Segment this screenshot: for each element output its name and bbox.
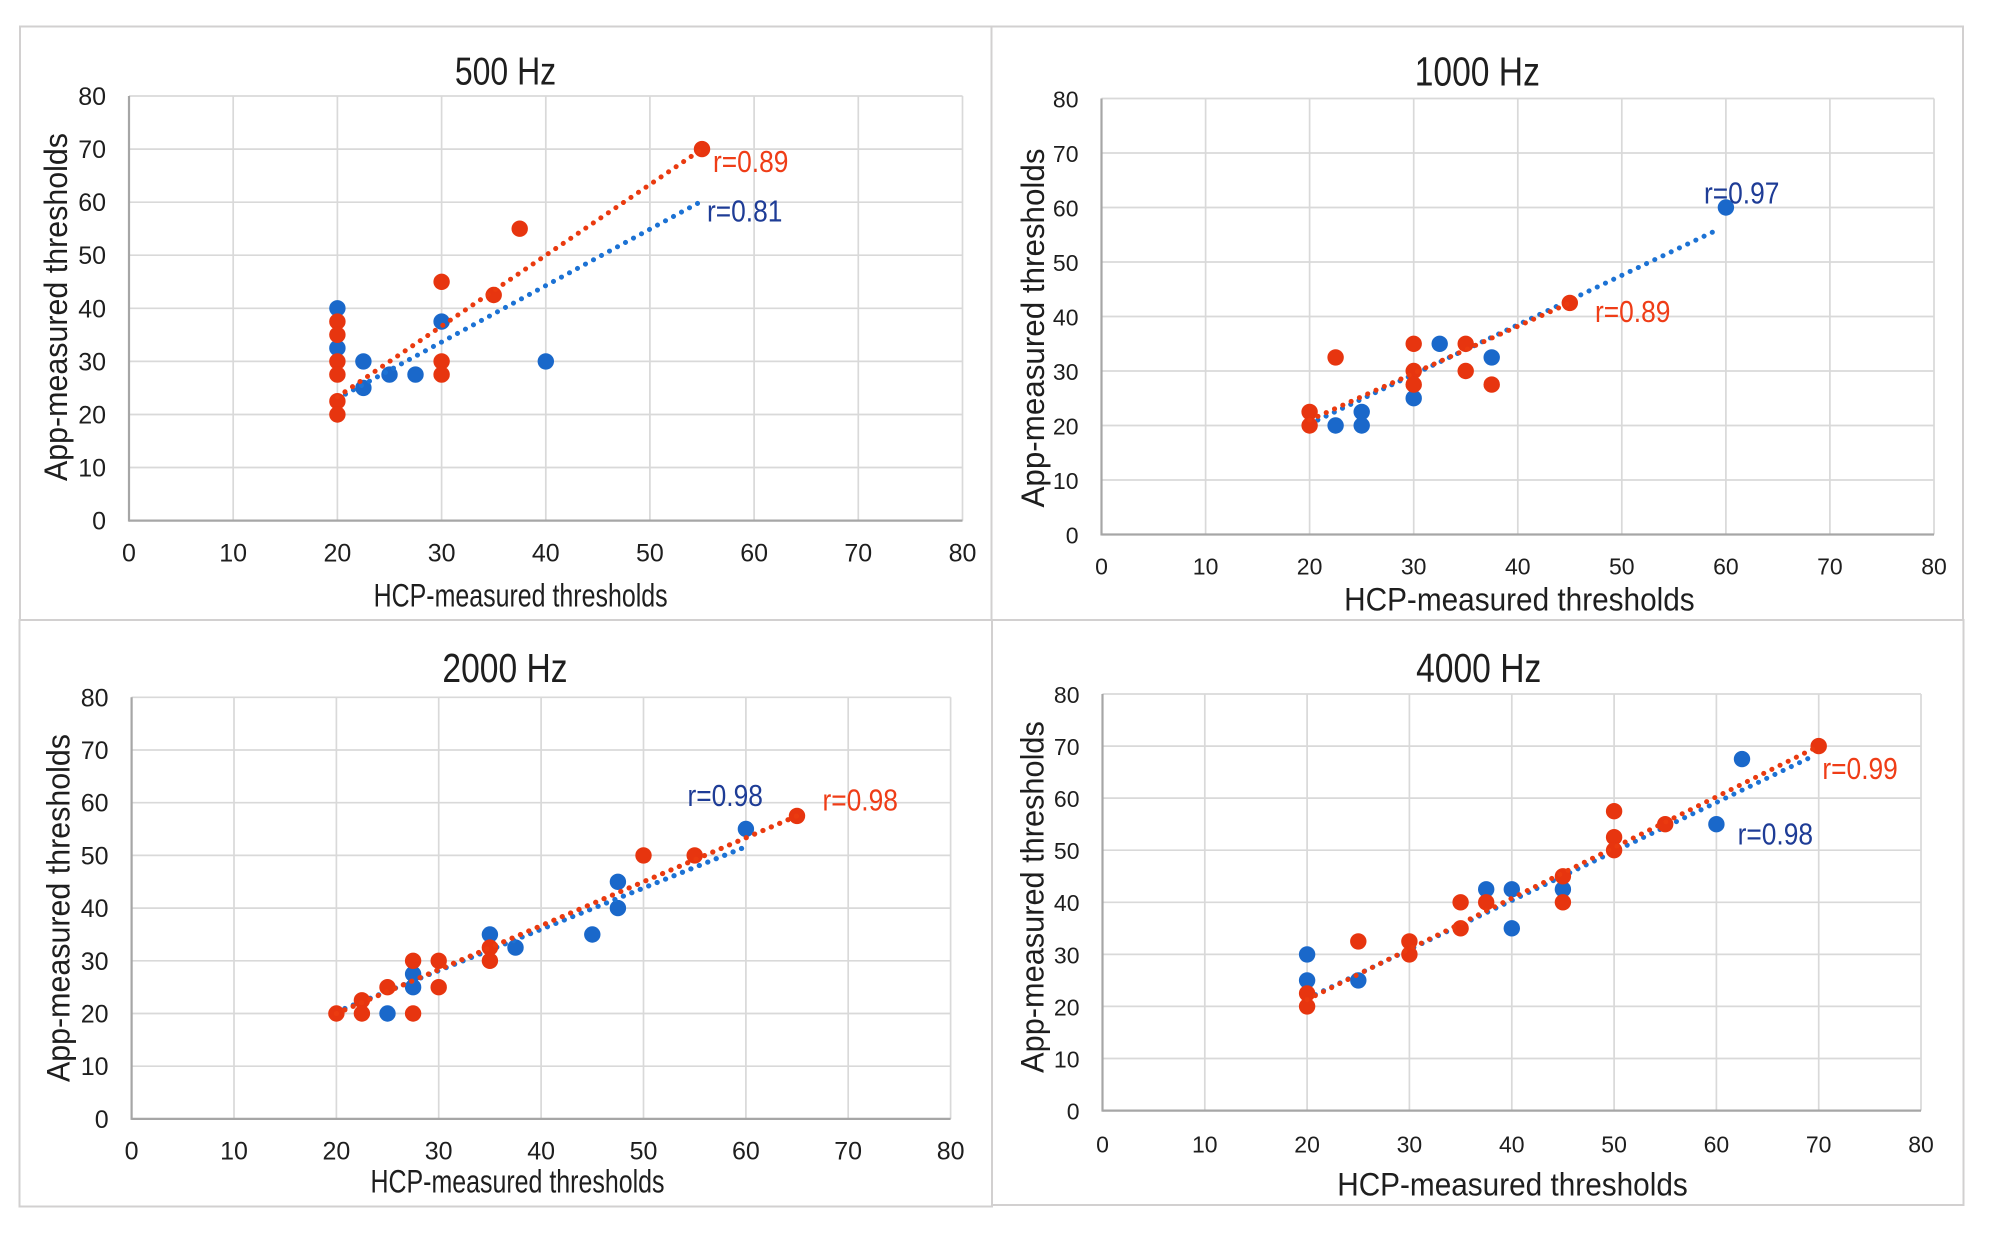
svg-text:70: 70 (1817, 553, 1843, 579)
svg-text:40: 40 (78, 295, 106, 323)
svg-text:60: 60 (1713, 553, 1739, 579)
svg-text:50: 50 (636, 540, 664, 568)
svg-text:60: 60 (1704, 1132, 1730, 1158)
svg-text:70: 70 (81, 737, 109, 765)
svg-text:60: 60 (1053, 195, 1079, 221)
svg-text:20: 20 (78, 402, 106, 430)
svg-text:r=0.99: r=0.99 (1822, 752, 1897, 786)
svg-text:60: 60 (78, 189, 106, 217)
svg-text:20: 20 (322, 1138, 350, 1166)
svg-text:0: 0 (92, 508, 106, 536)
svg-text:70: 70 (78, 136, 106, 164)
svg-text:0: 0 (1066, 522, 1079, 548)
svg-text:70: 70 (1053, 141, 1079, 167)
svg-text:60: 60 (81, 790, 109, 818)
svg-text:App-measured thresholds: App-measured thresholds (1015, 149, 1051, 508)
svg-text:50: 50 (78, 242, 106, 270)
svg-text:50: 50 (630, 1138, 658, 1166)
svg-text:60: 60 (732, 1138, 760, 1166)
svg-text:20: 20 (81, 1001, 109, 1029)
svg-text:10: 10 (1192, 1132, 1218, 1158)
svg-text:r=0.98: r=0.98 (688, 779, 763, 813)
svg-text:500 Hz: 500 Hz (455, 50, 556, 94)
svg-text:40: 40 (81, 895, 109, 923)
svg-text:0: 0 (1096, 1132, 1109, 1158)
svg-text:App-measured thresholds: App-measured thresholds (41, 734, 77, 1082)
svg-text:50: 50 (1054, 838, 1080, 864)
svg-text:40: 40 (532, 540, 560, 568)
svg-text:80: 80 (81, 684, 109, 712)
svg-text:30: 30 (1401, 553, 1427, 579)
svg-text:10: 10 (81, 1053, 109, 1081)
svg-text:20: 20 (1294, 1132, 1320, 1158)
svg-text:0: 0 (1095, 553, 1108, 579)
svg-text:30: 30 (78, 348, 106, 376)
svg-text:80: 80 (1921, 553, 1947, 579)
svg-text:50: 50 (1609, 553, 1635, 579)
svg-text:30: 30 (1053, 359, 1079, 385)
svg-text:10: 10 (1193, 553, 1219, 579)
svg-text:20: 20 (1297, 553, 1323, 579)
svg-text:20: 20 (1054, 994, 1080, 1020)
svg-text:70: 70 (844, 540, 872, 568)
svg-text:10: 10 (78, 455, 106, 483)
svg-text:50: 50 (81, 842, 109, 870)
svg-text:80: 80 (949, 540, 977, 568)
svg-text:r=0.98: r=0.98 (1738, 818, 1813, 852)
svg-text:80: 80 (78, 83, 106, 111)
svg-text:HCP-measured thresholds: HCP-measured thresholds (1337, 1166, 1688, 1202)
svg-text:0: 0 (95, 1106, 109, 1134)
svg-text:20: 20 (1053, 413, 1079, 439)
svg-text:40: 40 (1054, 890, 1080, 916)
svg-text:80: 80 (1054, 682, 1080, 708)
svg-text:60: 60 (1054, 786, 1080, 812)
svg-text:App-measured thresholds: App-measured thresholds (38, 133, 74, 481)
svg-text:70: 70 (1054, 734, 1080, 760)
svg-text:1000 Hz: 1000 Hz (1415, 49, 1540, 95)
svg-text:r=0.89: r=0.89 (713, 145, 788, 179)
svg-text:70: 70 (1806, 1132, 1832, 1158)
svg-text:2000 Hz: 2000 Hz (442, 645, 567, 691)
svg-text:30: 30 (425, 1138, 453, 1166)
svg-text:10: 10 (220, 1138, 248, 1166)
svg-text:10: 10 (1053, 468, 1079, 494)
svg-text:80: 80 (937, 1138, 965, 1166)
svg-text:30: 30 (81, 948, 109, 976)
svg-text:r=0.89: r=0.89 (1595, 295, 1670, 329)
svg-text:40: 40 (1053, 304, 1079, 330)
svg-text:30: 30 (1397, 1132, 1423, 1158)
svg-text:r=0.81: r=0.81 (707, 194, 782, 228)
svg-text:0: 0 (122, 540, 136, 568)
svg-text:40: 40 (527, 1138, 555, 1166)
svg-text:0: 0 (125, 1138, 139, 1166)
svg-text:60: 60 (740, 540, 768, 568)
svg-text:4000 Hz: 4000 Hz (1416, 645, 1541, 691)
svg-text:40: 40 (1505, 553, 1531, 579)
svg-text:0: 0 (1067, 1099, 1080, 1125)
svg-text:40: 40 (1499, 1132, 1525, 1158)
svg-text:HCP-measured thresholds: HCP-measured thresholds (370, 1165, 664, 1201)
svg-text:50: 50 (1053, 250, 1079, 276)
svg-text:80: 80 (1053, 86, 1079, 112)
svg-text:10: 10 (1054, 1046, 1080, 1072)
svg-text:10: 10 (219, 540, 247, 568)
svg-text:30: 30 (1054, 942, 1080, 968)
svg-text:HCP-measured thresholds: HCP-measured thresholds (374, 579, 668, 615)
svg-text:r=0.97: r=0.97 (1704, 176, 1779, 210)
svg-text:App-measured thresholds: App-measured thresholds (1015, 721, 1051, 1073)
svg-text:70: 70 (834, 1138, 862, 1166)
svg-text:80: 80 (1908, 1132, 1934, 1158)
svg-text:50: 50 (1601, 1132, 1627, 1158)
svg-text:r=0.98: r=0.98 (823, 783, 898, 817)
svg-text:30: 30 (428, 540, 456, 568)
svg-text:20: 20 (323, 540, 351, 568)
svg-text:HCP-measured thresholds: HCP-measured thresholds (1344, 581, 1695, 617)
